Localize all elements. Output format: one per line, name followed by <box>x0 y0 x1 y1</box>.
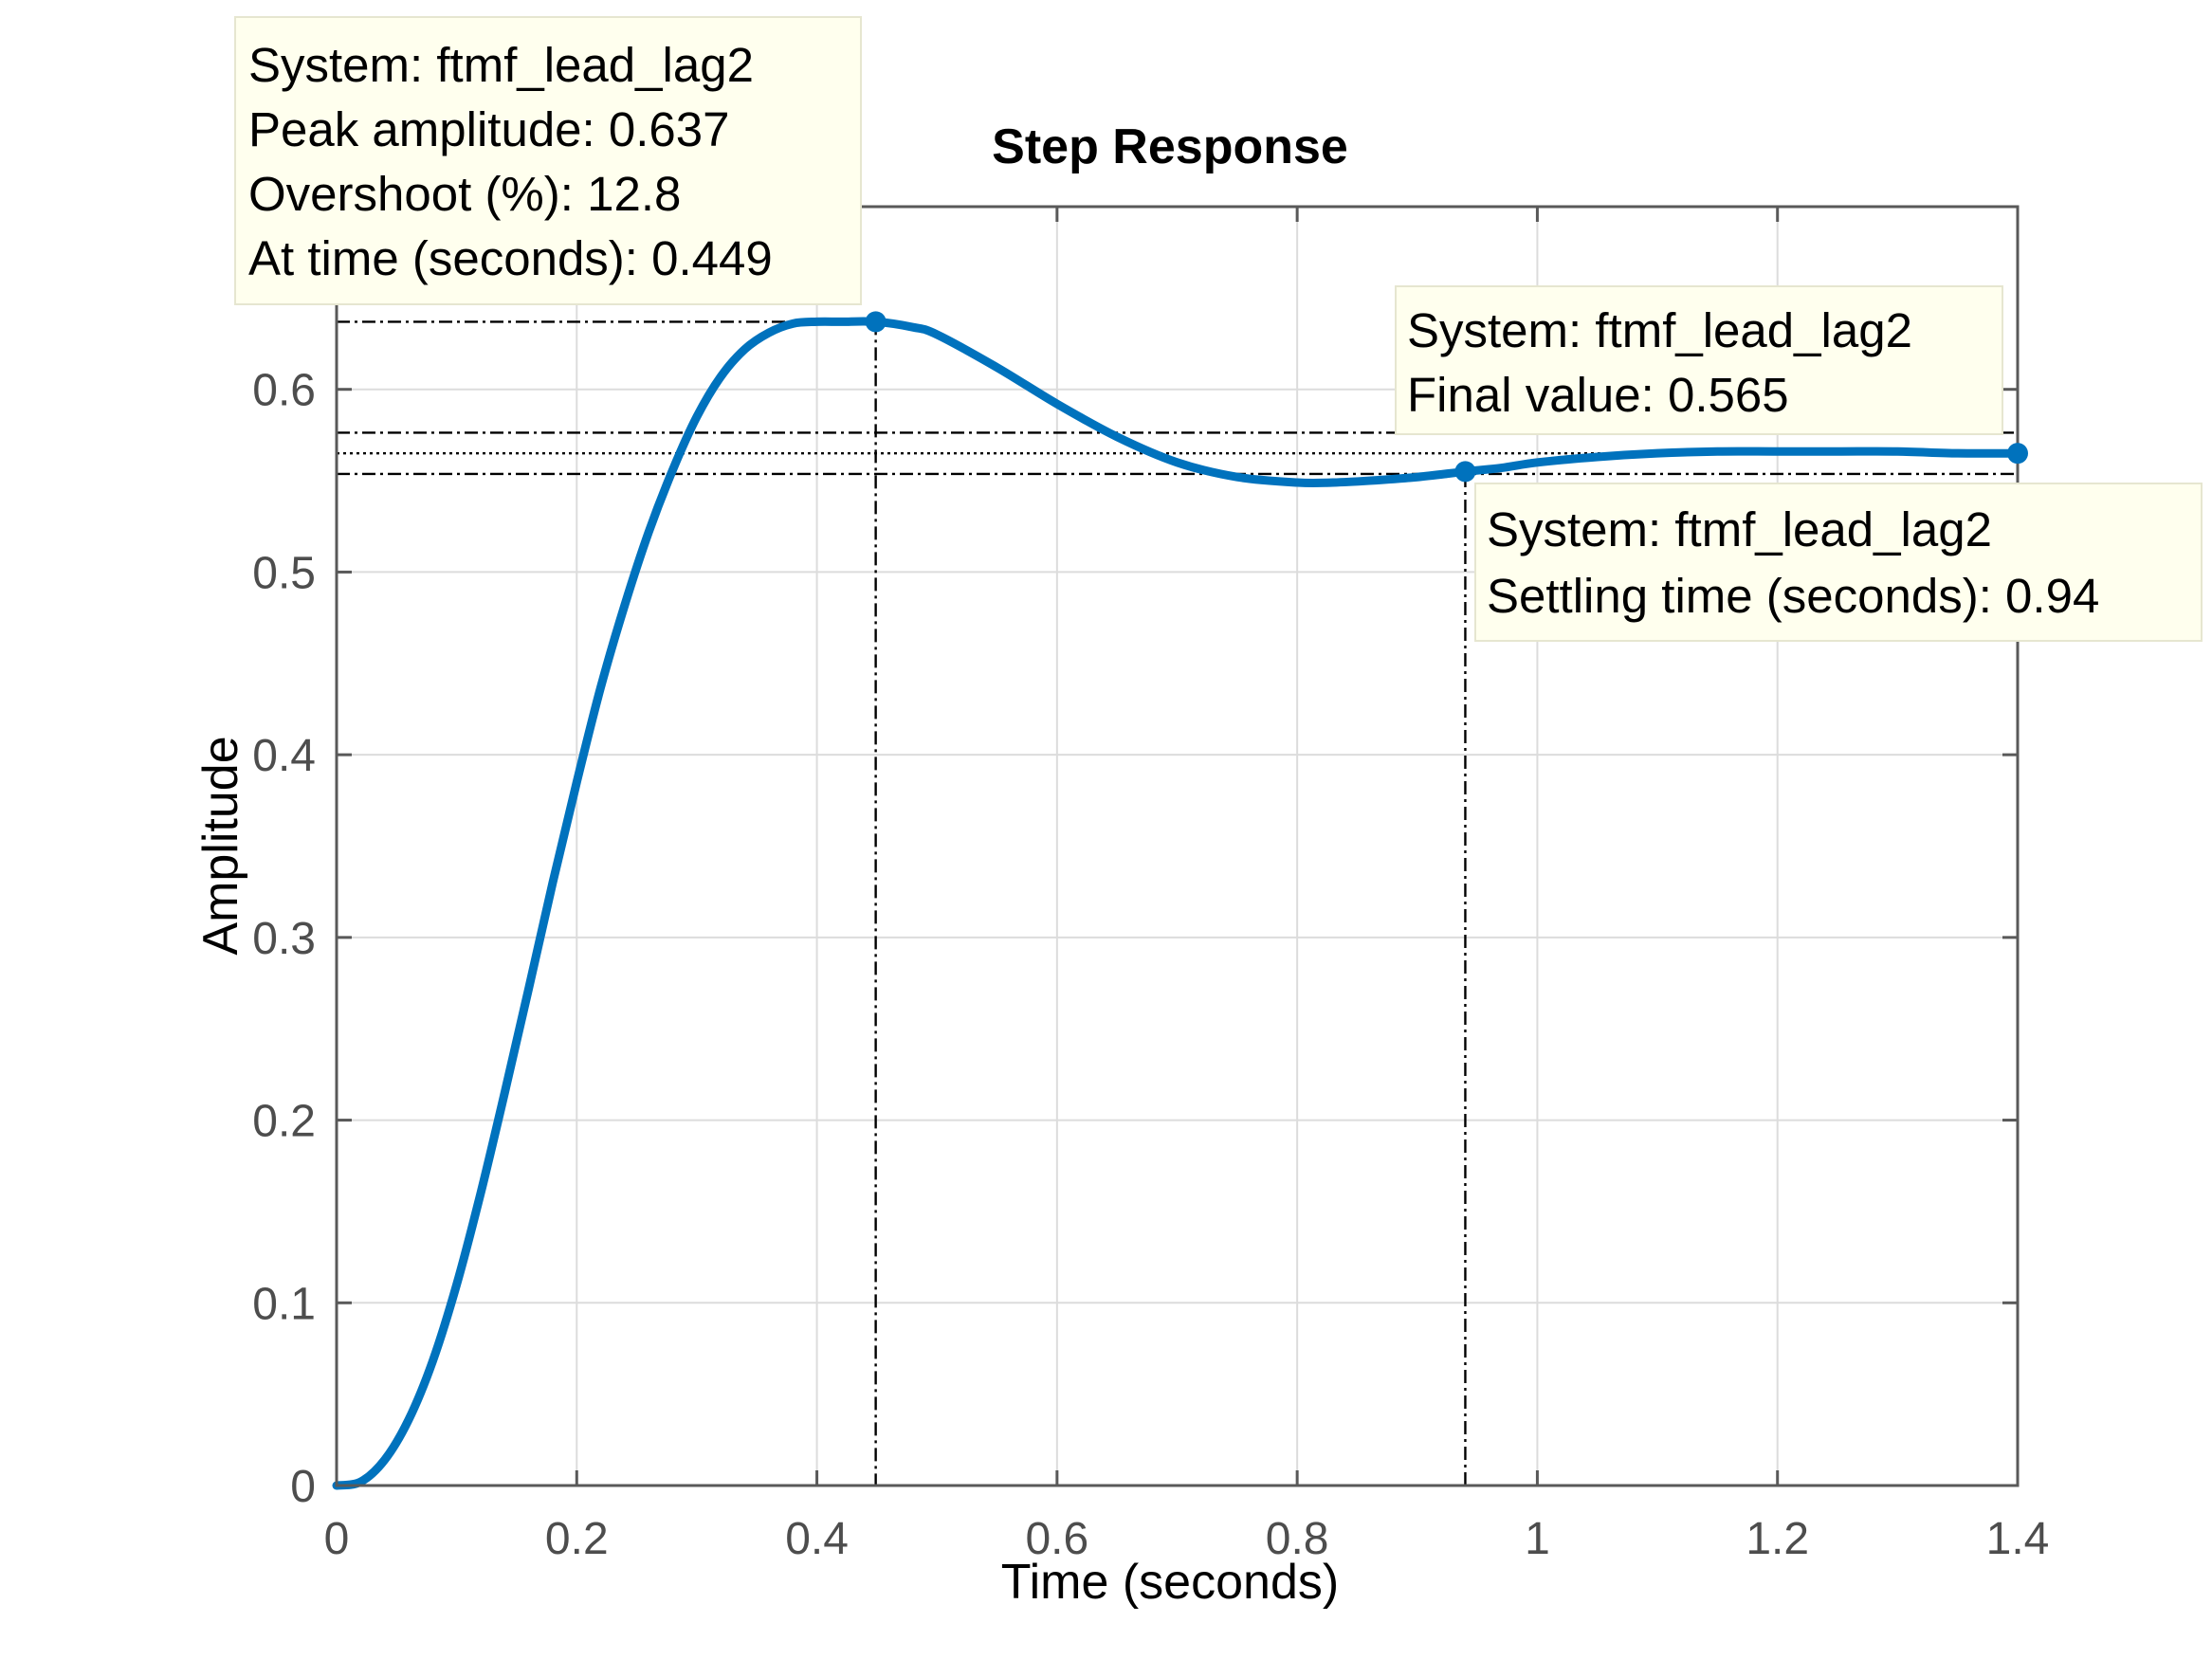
x-tick-label: 0.2 <box>545 1514 609 1564</box>
y-tick-label: 0.6 <box>252 366 316 416</box>
final-value-tooltip-system: System: ftmf_lead_lag2 <box>1407 303 1912 357</box>
peak-tooltip-overshoot: Overshoot (%): 12.8 <box>248 167 681 221</box>
x-tick-label: 0.8 <box>1266 1514 1329 1564</box>
y-axis-label: Amplitude <box>193 736 248 955</box>
y-tick-label: 0.3 <box>252 914 316 964</box>
x-tick-label: 0.6 <box>1025 1514 1088 1564</box>
y-tick-label: 0.5 <box>252 548 316 598</box>
characteristic-markers <box>865 311 2028 483</box>
series-layer <box>332 317 2022 1490</box>
axes-frame <box>335 205 2020 1487</box>
peak-tooltip-amplitude: Peak amplitude: 0.637 <box>248 102 730 156</box>
peak-tooltip[interactable]: System: ftmf_lead_lag2 Peak amplitude: 0… <box>234 16 862 305</box>
settling-time-tooltip-box <box>1474 483 2203 642</box>
x-tick-label: 1 <box>1525 1514 1550 1564</box>
settling-time-tooltip[interactable]: System: ftmf_lead_lag2 Settling time (se… <box>1474 483 2203 642</box>
peak-tooltip-time: At time (seconds): 0.449 <box>248 231 773 285</box>
final-value-tooltip-value: Final value: 0.565 <box>1407 368 1789 422</box>
y-tick-label: 0.4 <box>252 731 316 781</box>
y-tick-label: 0.2 <box>252 1097 316 1147</box>
final-value-tooltip-box <box>1395 285 2003 435</box>
axis-ticks <box>335 207 2020 1487</box>
x-axis-label: Time (seconds) <box>1001 1555 1339 1610</box>
peak-tooltip-system: System: ftmf_lead_lag2 <box>248 38 754 92</box>
peak-tooltip-box <box>234 16 862 305</box>
tick-labels: 0 0.2 0.4 0.6 0.8 1 1.2 1.4 0 0.1 0.2 0.3 0.4 0.5 0.6 <box>252 366 2049 1564</box>
settling-marker <box>1454 461 1476 483</box>
x-tick-label: 0.4 <box>785 1514 849 1564</box>
step-response-line <box>332 317 2022 1490</box>
peak-marker <box>865 311 887 333</box>
x-tick-label: 1.4 <box>1986 1514 2050 1564</box>
settling-time-tooltip-time: Settling time (seconds): 0.94 <box>1487 569 2099 623</box>
y-tick-label: 0.1 <box>252 1279 316 1329</box>
final-value-tooltip[interactable]: System: ftmf_lead_lag2 Final value: 0.56… <box>1395 285 2003 435</box>
settling-time-tooltip-system: System: ftmf_lead_lag2 <box>1487 502 1992 556</box>
x-tick-label: 0 <box>324 1514 350 1564</box>
x-tick-label: 1.2 <box>1746 1514 1809 1564</box>
y-tick-label: 0 <box>290 1462 316 1512</box>
chart-title: Step Response <box>992 119 1348 174</box>
final-marker <box>2007 443 2028 465</box>
